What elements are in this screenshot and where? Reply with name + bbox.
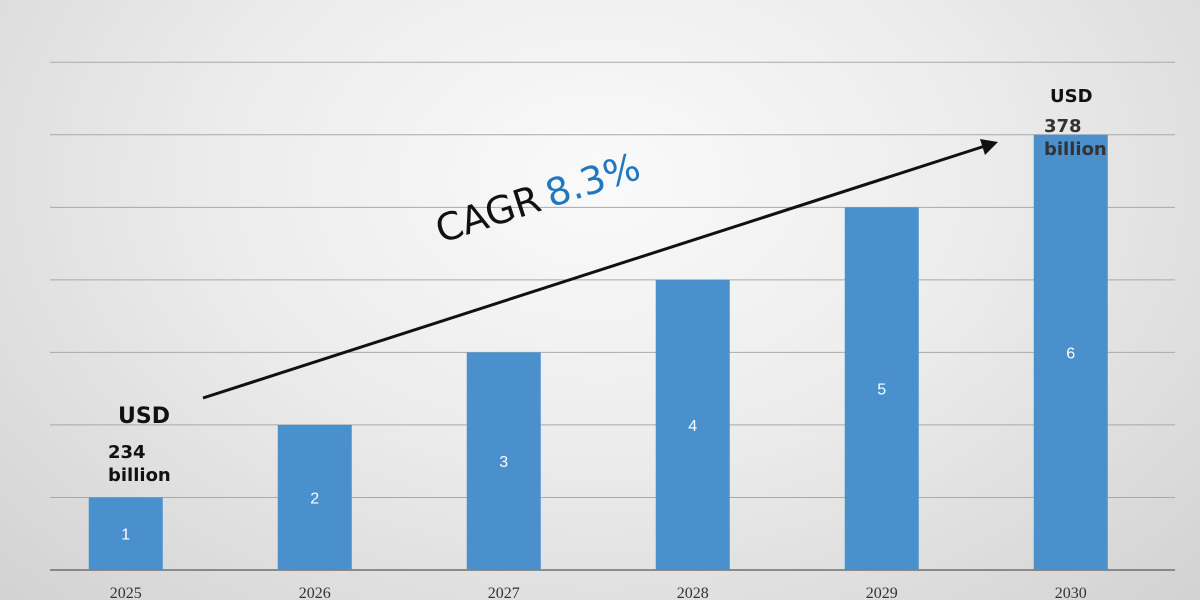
x-tick-2030: 2030 <box>1055 585 1087 600</box>
end-value-unit: billion <box>1044 139 1107 160</box>
bar-data-label-2027: 3 <box>499 454 508 471</box>
bar-2030 <box>1033 134 1108 571</box>
bar-2029 <box>844 207 919 571</box>
cagr-arrow <box>202 144 986 400</box>
gridlines <box>50 61 1175 498</box>
bar-2026 <box>277 424 352 570</box>
cagr-arrow-head <box>980 139 998 155</box>
bar-data-label-2028: 4 <box>688 418 697 435</box>
x-tick-labels: 2025 2026 2027 2028 2029 2030 <box>110 585 1087 600</box>
bar-2025 <box>88 497 163 570</box>
start-value-unit: billion <box>108 465 171 486</box>
x-tick-2027: 2027 <box>488 585 520 600</box>
bar-data-labels: 1 2 3 4 5 6 <box>121 345 1075 543</box>
end-currency-label: USD <box>1050 86 1093 107</box>
bar-data-label-2026: 2 <box>310 490 319 507</box>
x-tick-2025: 2025 <box>110 585 142 600</box>
start-value-label: 234 billion <box>108 441 171 487</box>
bar-data-label-2025: 1 <box>121 527 130 544</box>
bar-data-label-2030: 6 <box>1066 345 1075 362</box>
x-tick-2028: 2028 <box>677 585 709 600</box>
start-value-number: 234 <box>108 442 146 463</box>
bars <box>88 134 1108 571</box>
bar-2028 <box>655 279 730 570</box>
x-tick-2026: 2026 <box>299 585 331 600</box>
x-tick-2029: 2029 <box>866 585 898 600</box>
start-currency-label: USD <box>118 404 170 429</box>
bar-data-label-2029: 5 <box>877 382 886 399</box>
bar-2027 <box>466 352 541 570</box>
end-value-number: 378 <box>1044 116 1082 137</box>
end-value-label: 378 billion <box>1044 115 1107 161</box>
